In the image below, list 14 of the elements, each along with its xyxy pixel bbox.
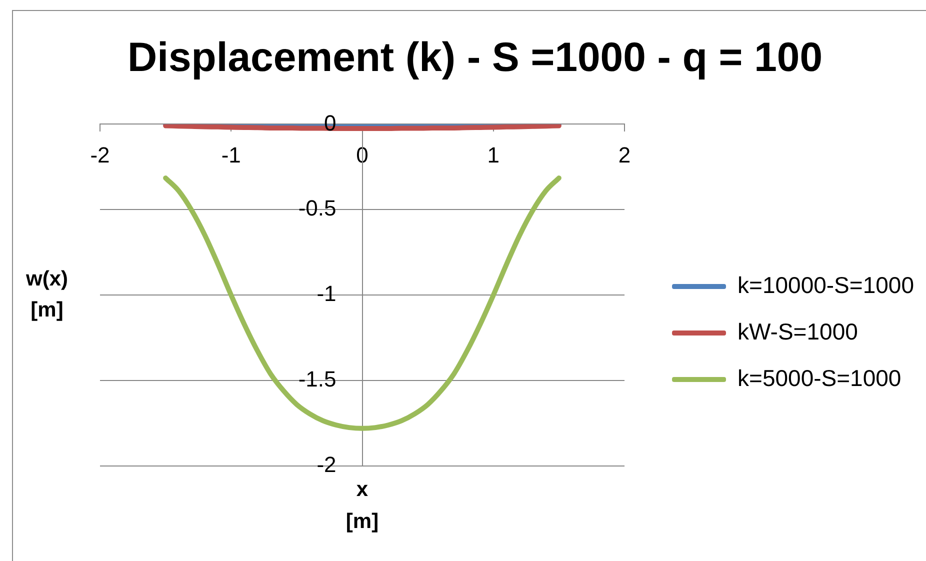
x-axis-title: x [m] [346,478,379,533]
y-tick-label: -1.5 [298,366,336,392]
x-tick-label: -1 [221,142,241,168]
legend-label: k=10000-S=1000 [738,272,914,298]
x-tick-label: 1 [487,142,500,168]
legend-label: kW-S=1000 [738,318,858,344]
y-tick-label: -2 [316,452,336,478]
y-axis-title: w(x) [m] [25,267,68,322]
y-tick-label: -1 [316,281,336,306]
legend-label: k=5000-S=1000 [738,364,902,391]
chart-title: Displacement (k) - S =1000 - q = 100 [127,34,823,80]
x-tick-label: -2 [90,142,110,168]
x-tick-label: 2 [618,142,631,168]
y-tick-label: -0.5 [298,196,336,221]
